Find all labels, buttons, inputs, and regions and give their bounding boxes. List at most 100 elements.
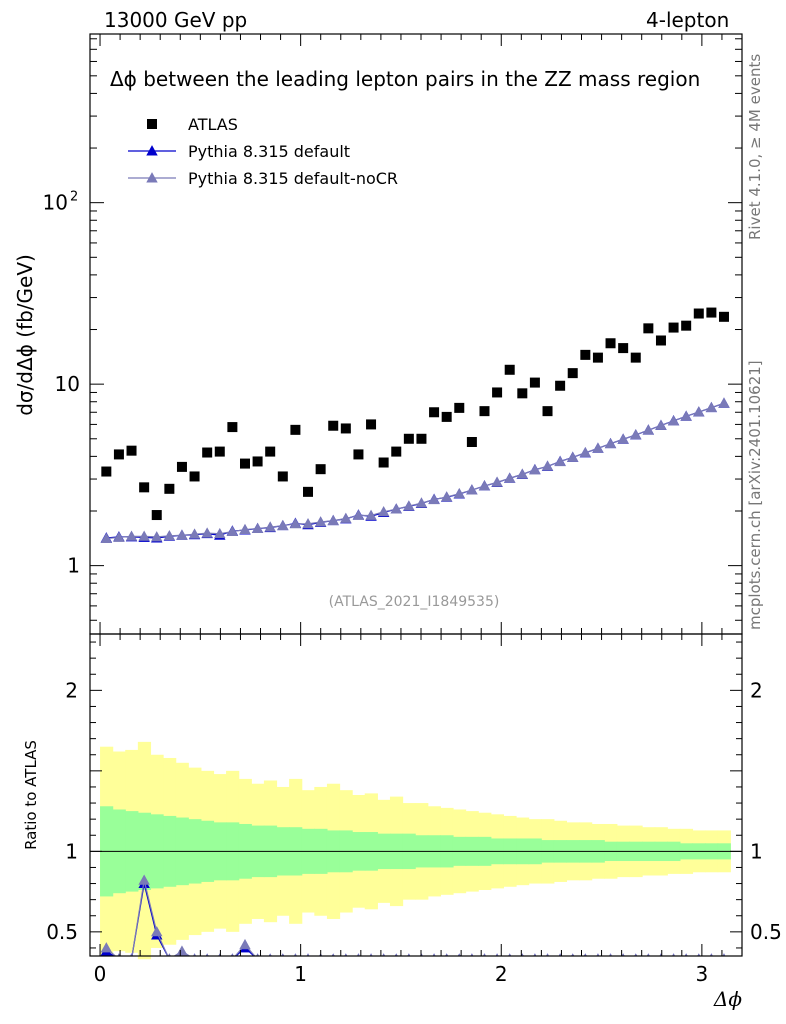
y-tick-label-exponent: 2 bbox=[70, 190, 78, 205]
atlas-data-point bbox=[113, 449, 124, 460]
atlas-data-point bbox=[126, 445, 137, 456]
y-tick-label: 10 bbox=[43, 191, 68, 215]
legend: ATLAS Pythia 8.315 default Pythia 8.315 de… bbox=[128, 115, 398, 188]
atlas-data-point bbox=[580, 349, 591, 360]
watermark: (ATLAS_2021_I1849535) bbox=[329, 594, 500, 610]
ratio-pythia-nocr-marker bbox=[239, 938, 251, 950]
atlas-data-point bbox=[403, 433, 414, 444]
pythia-nocr-marker bbox=[390, 503, 402, 514]
atlas-data-point bbox=[454, 402, 465, 413]
atlas-data-point bbox=[479, 406, 490, 417]
atlas-data-point bbox=[378, 457, 389, 468]
atlas-data-point bbox=[315, 464, 326, 475]
x-tick-label: 2 bbox=[495, 962, 508, 986]
atlas-data-point bbox=[164, 483, 175, 494]
ratio-y-tick-label-left: 2 bbox=[65, 678, 78, 702]
pythia-nocr-marker bbox=[327, 514, 339, 526]
atlas-data-point bbox=[151, 510, 162, 521]
pythia-nocr-marker bbox=[314, 516, 327, 527]
pythia-nocr-marker bbox=[163, 529, 176, 541]
pythia-nocr-marker bbox=[466, 484, 478, 495]
pythia-nocr-marker bbox=[516, 468, 529, 479]
ratio-frame bbox=[89, 633, 743, 957]
x-tick-label: 0 bbox=[94, 962, 107, 986]
pythia-nocr-marker bbox=[428, 493, 440, 505]
pythia-nocr-marker bbox=[503, 472, 516, 483]
pythia-nocr-marker bbox=[251, 522, 264, 534]
atlas-data-point bbox=[555, 380, 566, 391]
atlas-data-point bbox=[340, 423, 351, 434]
atlas-data-point bbox=[542, 406, 553, 417]
ratio-pythia-nocr-marker bbox=[100, 942, 113, 953]
atlas-data-point bbox=[630, 352, 641, 363]
pythia-nocr-marker bbox=[554, 455, 566, 467]
ratio-y-tick-label-left: 0.5 bbox=[46, 920, 78, 944]
main-title: Δϕ between the leading lepton pairs in t… bbox=[110, 67, 700, 91]
atlas-data-point bbox=[618, 343, 629, 354]
series-line-pythia-default bbox=[106, 402, 725, 539]
pythia-nocr-marker bbox=[176, 529, 188, 540]
ratio-pythia-nocr-marker bbox=[176, 945, 188, 956]
atlas-data-point bbox=[718, 311, 729, 322]
atlas-data-point bbox=[706, 307, 717, 318]
pythia-nocr-marker bbox=[617, 433, 629, 444]
atlas-data-point bbox=[227, 422, 238, 433]
atlas-data-point bbox=[441, 411, 452, 422]
atlas-data-point bbox=[592, 352, 603, 363]
x-axis-label: Δϕ bbox=[713, 987, 742, 1011]
legend-marker-triangle bbox=[146, 145, 158, 156]
atlas-data-point bbox=[643, 323, 654, 334]
pythia-nocr-marker bbox=[365, 509, 377, 520]
atlas-data-point bbox=[655, 335, 666, 346]
ratio-y-tick-label-left: 1 bbox=[65, 839, 78, 863]
atlas-data-point bbox=[176, 461, 187, 472]
legend-label: ATLAS bbox=[188, 115, 238, 134]
pythia-nocr-marker bbox=[352, 509, 365, 520]
pythia-nocr-marker bbox=[264, 521, 276, 532]
atlas-data-point bbox=[277, 471, 288, 482]
atlas-data-point bbox=[668, 322, 679, 333]
pythia-nocr-marker bbox=[453, 487, 465, 499]
atlas-data-point bbox=[353, 449, 364, 460]
pythia-nocr-marker bbox=[403, 500, 415, 511]
x-tick-label: 1 bbox=[294, 962, 307, 986]
pythia-nocr-marker bbox=[100, 532, 113, 544]
atlas-data-point bbox=[252, 456, 263, 467]
atlas-data-point bbox=[328, 420, 339, 431]
atlas-data-point bbox=[202, 447, 213, 458]
pythia-nocr-marker bbox=[214, 527, 226, 539]
pythia-nocr-marker bbox=[113, 531, 125, 542]
atlas-data-point bbox=[605, 338, 616, 349]
atlas-data-point bbox=[693, 308, 704, 319]
pythia-nocr-marker bbox=[239, 523, 251, 535]
pythia-nocr-marker bbox=[289, 517, 302, 529]
series-line-pythia-nocr bbox=[106, 402, 725, 540]
y-tick-label: 1 bbox=[67, 554, 80, 578]
atlas-data-point bbox=[101, 466, 112, 477]
atlas-data-point bbox=[265, 446, 276, 457]
pythia-nocr-marker bbox=[188, 528, 201, 539]
atlas-data-point bbox=[529, 377, 540, 388]
ratio-pythia-nocr-marker bbox=[138, 874, 150, 885]
pythia-nocr-marker bbox=[340, 512, 352, 523]
pythia-nocr-marker bbox=[138, 530, 150, 541]
pythia-nocr-marker bbox=[579, 446, 592, 458]
atlas-data-point bbox=[189, 471, 200, 482]
pythia-nocr-marker bbox=[541, 460, 554, 471]
pythia-nocr-marker bbox=[642, 424, 655, 435]
atlas-data-point bbox=[416, 433, 427, 444]
legend-marker-triangle bbox=[146, 172, 158, 183]
x-tick-label: 3 bbox=[696, 962, 709, 986]
y-tick-label: 10 bbox=[55, 372, 80, 396]
pythia-nocr-marker bbox=[415, 497, 428, 508]
atlas-data-point bbox=[492, 387, 503, 398]
pythia-nocr-marker bbox=[491, 476, 503, 487]
pythia-nocr-marker bbox=[655, 419, 667, 430]
ratio-panel: 0.5 0.5 1 1 2 2 bbox=[46, 633, 782, 960]
rivet-label: Rivet 4.1.0, ≥ 4M events bbox=[746, 53, 764, 240]
header-channel: 4-lepton bbox=[646, 8, 730, 32]
pythia-nocr-marker bbox=[667, 415, 680, 426]
atlas-data-point bbox=[214, 446, 225, 457]
pythia-nocr-marker bbox=[151, 531, 163, 542]
pythia-nocr-marker bbox=[226, 525, 239, 537]
